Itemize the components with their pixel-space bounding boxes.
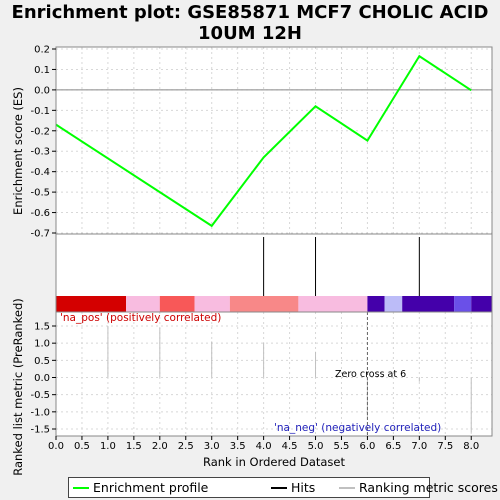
metric-y-tick-label: 0.5: [34, 356, 50, 367]
metric-y-ticks: 1.5 1.0 0.5 0.0 -0.5 -1.0 -1.5: [30, 322, 56, 436]
legend-item-enrichment-profile: Enrichment profile: [73, 480, 208, 495]
metric-y-axis-label: Ranked list metric (PreRanked): [11, 298, 25, 476]
colorbar-segment: [126, 296, 160, 312]
enrichment-profile-polyline: [55, 54, 472, 228]
legend-label-enrichment-profile: Enrichment profile: [93, 480, 209, 495]
x-axis-label: Rank in Ordered Dataset: [203, 455, 346, 469]
colorbar-segment: [298, 296, 368, 312]
legend-swatch-hits: [271, 486, 287, 489]
panel-frames: [55, 46, 493, 437]
colorbar-segment: [194, 296, 230, 312]
x-tick-label: 5.0: [308, 441, 324, 452]
colorbar-segment: [454, 296, 472, 312]
ranked-list-colorbar: [56, 296, 492, 312]
es-y-axis-label: Enrichment score (ES): [11, 87, 25, 215]
es-y-tick-label: -0.4: [30, 167, 50, 178]
x-tick-label: 3.0: [204, 441, 220, 452]
metric-y-tick-label: -1.0: [30, 407, 50, 418]
legend-swatch-ranking-metric: [339, 486, 355, 489]
es-y-tick-label: 0.0: [34, 85, 50, 96]
enrichment-profile-line: [55, 54, 472, 228]
x-tick-label: 4.0: [256, 441, 272, 452]
hits-lines: [263, 237, 420, 296]
x-tick-label: 0.0: [48, 441, 64, 452]
colorbar-segment: [159, 296, 195, 312]
colorbar-segment: [229, 296, 299, 312]
es-y-tick-label: -0.1: [30, 106, 50, 117]
x-tick-label: 1.5: [126, 441, 142, 452]
es-y-tick-label: 0.2: [34, 45, 50, 56]
es-y-tick-label: -0.5: [30, 188, 50, 199]
x-tick-label: 6.0: [359, 441, 375, 452]
x-tick-label: 6.5: [385, 441, 401, 452]
pos-correlated-label: 'na_pos' (positively correlated): [60, 312, 221, 324]
x-tick-label: 5.5: [334, 441, 350, 452]
x-tick-label: 4.5: [282, 441, 298, 452]
metric-y-tick-label: -0.5: [30, 390, 50, 401]
colorbar-segment: [384, 296, 403, 312]
x-tick-label: 2.5: [178, 441, 194, 452]
legend: Enrichment profile Hits Ranking metric s…: [68, 477, 498, 498]
colorbar-segment: [471, 296, 492, 312]
zero-cross-label: Zero cross at 6: [335, 369, 406, 380]
colorbar-segment: [367, 296, 385, 312]
x-ticks: 0.0 0.5 1.0 1.5 2.0 2.5 3.0 3.5 4.0 4.5 5.0 5.5 6.0 6…: [48, 436, 479, 452]
x-tick-label: 0.5: [74, 441, 90, 452]
chart-title-line-2: 10UM 12H: [198, 23, 302, 44]
x-tick-label: 1.0: [100, 441, 116, 452]
chart-title-line-1: Enrichment plot: GSE85871 MCF7 CHOLIC AC…: [11, 2, 489, 23]
metric-y-tick-label: 1.0: [34, 339, 50, 350]
x-tick-label: 8.0: [463, 441, 479, 452]
es-y-tick-label: -0.7: [30, 229, 50, 240]
chart-title: Enrichment plot: GSE85871 MCF7 CHOLIC AC…: [0, 2, 500, 44]
colorbar-segment: [402, 296, 455, 312]
x-tick-label: 7.0: [411, 441, 427, 452]
es-y-ticks: 0.2 0.1 0.0 -0.1 -0.2 -0.3 -0.4 -0.5 -0.6 -0.7: [30, 45, 56, 240]
es-y-tick-label: 0.1: [34, 65, 50, 76]
x-tick-label: 2.0: [152, 441, 168, 452]
legend-item-hits: Hits: [271, 480, 315, 495]
metric-y-tick-label: -1.5: [30, 425, 50, 436]
metric-y-tick-label: 1.5: [34, 322, 50, 333]
metric-panel-frame: [55, 311, 493, 437]
es-y-tick-label: -0.6: [30, 208, 50, 219]
neg-correlated-label: 'na_neg' (negatively correlated): [274, 422, 441, 434]
es-y-tick-label: -0.3: [30, 147, 50, 158]
legend-item-ranking-metric: Ranking metric scores: [339, 480, 498, 495]
legend-label-ranking-metric: Ranking metric scores: [359, 480, 498, 495]
es-y-tick-label: -0.2: [30, 126, 50, 137]
legend-label-hits: Hits: [291, 480, 316, 495]
es-gridlines: [55, 47, 492, 234]
metric-y-tick-label: 0.0: [34, 373, 50, 384]
x-tick-label: 7.5: [437, 441, 453, 452]
x-tick-label: 3.5: [230, 441, 246, 452]
legend-swatch-profile: [73, 486, 89, 489]
colorbar-segment: [56, 296, 127, 312]
